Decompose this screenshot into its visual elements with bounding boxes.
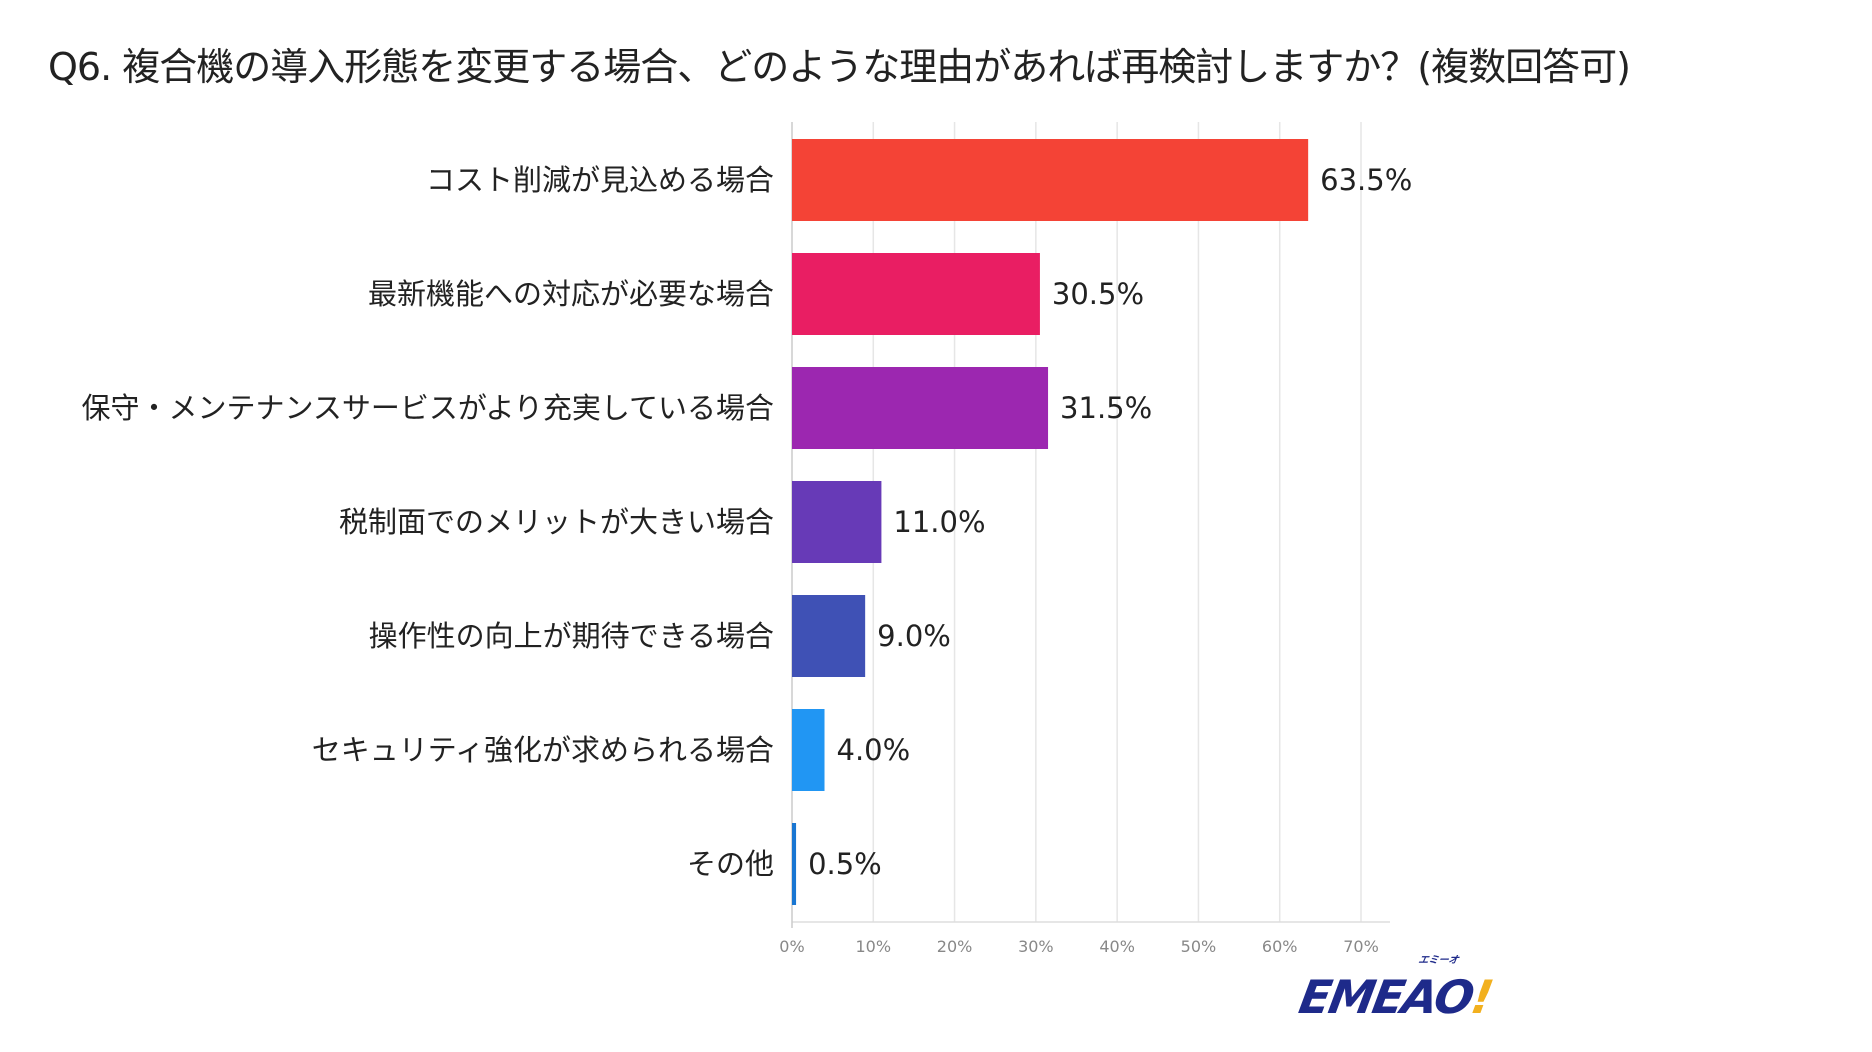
category-label: 操作性の向上が期待できる場合 [369, 619, 774, 653]
bar [792, 709, 825, 791]
data-label: 4.0% [837, 733, 911, 767]
category-label: 税制面でのメリットが大きい場合 [339, 505, 774, 539]
data-label: 0.5% [808, 847, 882, 881]
data-label: 63.5% [1320, 163, 1412, 197]
data-label: 11.0% [893, 505, 985, 539]
x-tick-label: 0% [779, 937, 804, 956]
bar [792, 595, 866, 677]
x-tick-label: 40% [1099, 937, 1135, 956]
bar [792, 481, 882, 563]
logo-text: EMEAO [1295, 970, 1477, 1024]
bar [792, 139, 1309, 221]
data-label: 9.0% [877, 619, 951, 653]
category-label: 保守・メンテナンスサービスがより充実している場合 [81, 391, 774, 425]
x-tick-label: 50% [1181, 937, 1217, 956]
x-tick-label: 10% [856, 937, 892, 956]
emeao-logo: EMEAO! エミーオ [1295, 955, 1495, 1024]
bar [792, 367, 1049, 449]
category-label: セキュリティ強化が求められる場合 [312, 733, 774, 767]
logo-kana: エミーオ [1417, 955, 1460, 966]
category-label: コスト削減が見込める場合 [426, 163, 774, 197]
chart-title: Q6. 複合機の導入形態を変更する場合、どのような理由があれば再検討しますか？(… [48, 45, 1631, 89]
x-tick-label: 60% [1262, 937, 1298, 956]
x-tick-label: 70% [1343, 937, 1379, 956]
category-label: その他 [687, 847, 774, 881]
data-label: 31.5% [1060, 391, 1152, 425]
data-label: 30.5% [1052, 277, 1144, 311]
x-tick-label: 30% [1018, 937, 1054, 956]
bar [792, 823, 797, 905]
category-label: 最新機能への対応が必要な場合 [368, 277, 774, 311]
bar [792, 253, 1040, 335]
x-tick-label: 20% [937, 937, 973, 956]
